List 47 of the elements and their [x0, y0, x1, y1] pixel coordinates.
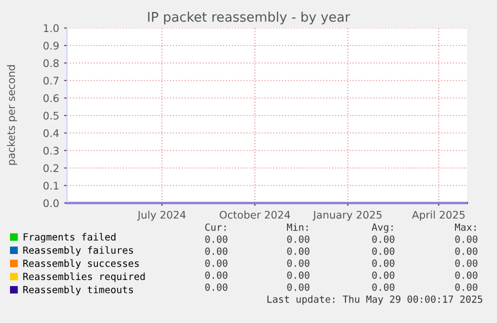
text: 0.00 — [205, 259, 228, 267]
legend-label: Reassemblies required — [23, 272, 145, 282]
y-tick-label: 0.6 — [43, 94, 59, 102]
text: Last update: Thu May 29 00:00:17 2025 — [267, 295, 482, 305]
text: 0.00 — [372, 271, 394, 279]
text: 0.00 — [455, 235, 478, 243]
legend-label: Reassembly successes — [23, 259, 139, 269]
text: Avg: — [372, 224, 393, 233]
y-tick-label: 0.5 — [43, 112, 58, 120]
text: 0.00 — [372, 259, 394, 267]
y-tick-label: 0.7 — [43, 76, 58, 85]
legend-label: Reassembly failures — [23, 246, 133, 256]
y-tick-label: 0.0 — [43, 199, 59, 208]
x-tick-label: July 2024 — [137, 210, 186, 221]
x-tick-label: April 2025 — [412, 210, 465, 221]
text: 0.00 — [372, 235, 394, 243]
y-tick-label: 0.2 — [43, 164, 58, 172]
text: 0.00 — [455, 259, 478, 267]
chart-title: IP packet reassembly - by year — [148, 12, 350, 24]
legend-label: Reassembly timeouts — [23, 286, 133, 296]
text: 0.00 — [205, 283, 228, 291]
text: 0.00 — [205, 235, 228, 243]
x-tick-label: January 2025 — [312, 210, 382, 221]
text: Cur: — [205, 223, 226, 231]
text: 0.00 — [287, 235, 310, 243]
y-tick-label: 1.0 — [44, 24, 59, 32]
text: 0.00 — [287, 283, 310, 291]
y-tick-label: 0.4 — [43, 129, 59, 138]
x-tick-label: October 2024 — [220, 210, 290, 219]
text: 0.00 — [287, 271, 310, 279]
text: 0.00 — [205, 271, 228, 279]
y-tick-label: 0.8 — [43, 59, 59, 68]
text: 0.00 — [205, 247, 228, 255]
text: 0.00 — [455, 283, 478, 291]
text: 0.00 — [455, 271, 478, 279]
y-tick-label: 0.3 — [43, 146, 59, 155]
text: 0.00 — [372, 283, 394, 291]
text: 0.00 — [287, 247, 310, 255]
text: Min: — [286, 223, 308, 231]
text: 0.00 — [287, 259, 310, 267]
y-axis-title: packets per second — [6, 65, 18, 165]
text: 0.00 — [455, 247, 478, 255]
legend-label: Fragments failed — [24, 233, 116, 243]
text: Max: — [454, 224, 476, 231]
y-tick-label: 0.1 — [43, 182, 58, 190]
text: 0.00 — [372, 247, 394, 255]
y-tick-label: 0.9 — [43, 42, 59, 50]
